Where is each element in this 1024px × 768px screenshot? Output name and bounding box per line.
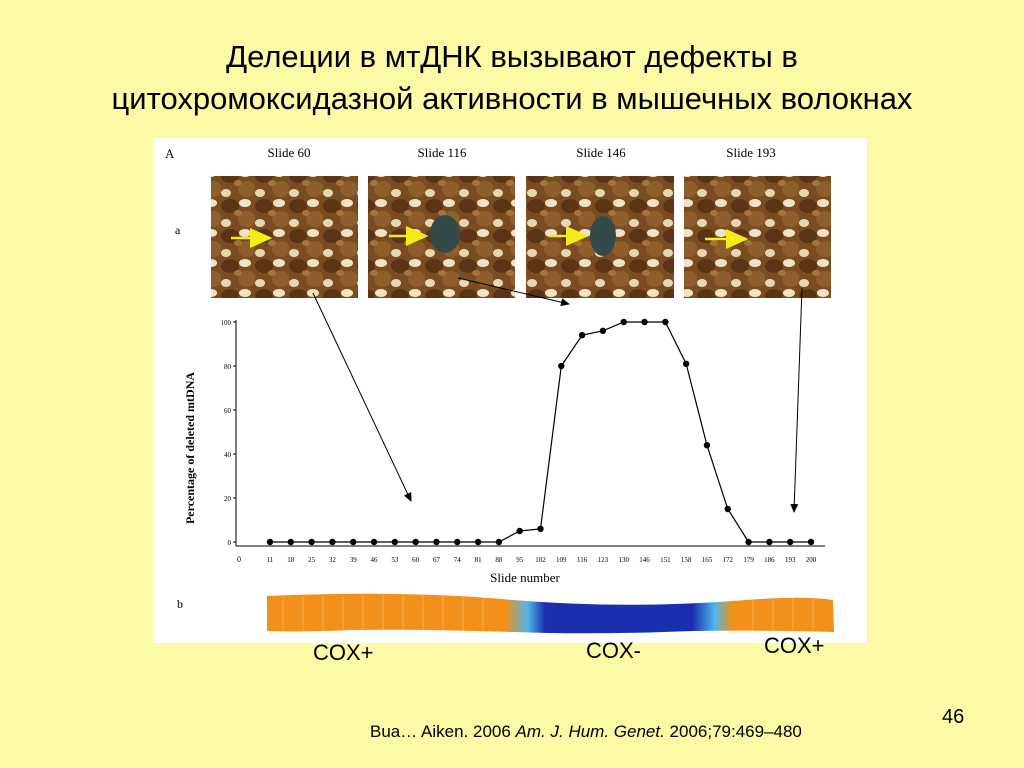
citation-details: 2006;79:469–480: [664, 722, 802, 741]
data-point: [682, 360, 690, 367]
muscle-fiber: [267, 593, 834, 634]
x-tick-label: 81: [475, 556, 483, 564]
x-ticks: 11 18 25 32 39 46 53 60 67 74 81 88 95 102 109 116 123 13…: [267, 556, 817, 564]
y-tick-label: 60: [224, 407, 232, 415]
data-point: [703, 442, 711, 449]
title-line-2: цитохромоксидазной активности в мышечных…: [111, 81, 913, 116]
data-point: [620, 318, 627, 326]
y-tick-label: 0: [228, 539, 232, 547]
data-point: [578, 332, 586, 339]
arrow-slide-60: [312, 292, 412, 502]
data-point: [474, 538, 482, 546]
data-point: [287, 538, 295, 546]
x-tick-label: 116: [577, 556, 588, 564]
arrow-slide-116: [457, 277, 570, 307]
x-tick-label: 67: [433, 556, 441, 564]
micrograph-label-116: Slide 116: [418, 145, 467, 160]
y-tick-label: 80: [224, 363, 232, 371]
x-tick-label: 146: [639, 556, 650, 564]
data-point: [766, 538, 773, 546]
x-tick-label: 109: [556, 556, 567, 564]
data-point: [495, 538, 503, 546]
data-point: [350, 538, 357, 546]
data-point: [266, 538, 274, 546]
page-number: 46: [942, 706, 965, 728]
data-point: [786, 538, 794, 546]
x-tick-label: 74: [454, 556, 462, 564]
slide-title: Делеции в мтДНК вызывают дефекты в цитох…: [0, 36, 1024, 120]
x-tick-label: 123: [598, 556, 609, 564]
x-tick-label: 53: [391, 556, 399, 564]
connector-arrows: [312, 277, 803, 513]
x-tick-label: 39: [350, 556, 358, 564]
y-tick-label: 40: [224, 451, 232, 459]
x-tick-label: 25: [308, 556, 316, 564]
data-points: [266, 318, 815, 546]
micrograph-slide-146: [526, 176, 674, 298]
cox-negative-label: COX-: [586, 638, 641, 663]
data-point: [370, 538, 378, 546]
panel-A-label: A: [165, 146, 175, 161]
panel-b-label: b: [177, 597, 183, 611]
micrograph-label-193: Slide 193: [726, 145, 775, 160]
data-point: [433, 538, 440, 546]
x-tick-label: 95: [516, 556, 524, 564]
x-tick-label: 172: [723, 556, 734, 564]
figure-canvas: A a b Slide 60 Slide 116 Slide 146 Slide…: [165, 145, 834, 634]
citation-journal: Am. J. Hum. Genet.: [515, 722, 665, 741]
x-tick-label: 151: [660, 556, 671, 564]
x-tick-label: 186: [764, 556, 775, 564]
data-point: [724, 505, 731, 513]
y-axis-title: Percentage of deleted mtDNA: [183, 372, 197, 524]
y-tick-label: 100: [221, 319, 232, 327]
research-figure: A a b Slide 60 Slide 116 Slide 146 Slide…: [153, 138, 867, 643]
panel-a-label: a: [175, 223, 181, 237]
data-point: [807, 538, 815, 546]
x-tick-label: 200: [806, 556, 817, 564]
citation: Bua… Aiken. 2006 Am. J. Hum. Genet. 2006…: [370, 722, 802, 742]
micrograph-slide-116: [368, 176, 515, 298]
data-point: [391, 538, 399, 546]
data-point: [662, 318, 669, 326]
data-point: [516, 527, 523, 535]
x-tick-label: 60: [412, 556, 420, 564]
x-tick-label: 88: [495, 556, 503, 564]
data-point: [454, 538, 461, 546]
x-tick-label: 32: [329, 556, 337, 564]
x-tick-label: 158: [681, 556, 692, 564]
data-point: [308, 538, 315, 546]
y-ticks: 0 20 40 60 80 100: [221, 319, 236, 547]
data-point: [412, 538, 419, 546]
x-tick-label: 102: [535, 556, 546, 564]
arrow-slide-193: [790, 287, 803, 513]
title-line-1: Делеции в мтДНК вызывают дефекты в: [226, 39, 798, 74]
data-point: [641, 318, 648, 326]
data-point: [599, 327, 607, 334]
data-point: [537, 525, 544, 532]
x-tick-label: 193: [785, 556, 796, 564]
x-tick-label: 165: [702, 556, 713, 564]
micrograph-label-146: Slide 146: [576, 145, 626, 160]
cox-positive-left-label: COX+: [313, 640, 374, 665]
data-point: [329, 538, 336, 546]
data-point: [558, 362, 565, 370]
micrograph-slide-193: [684, 176, 831, 298]
x-tick-label: 179: [743, 556, 754, 564]
micrograph-label-60: Slide 60: [268, 145, 311, 160]
cox-positive-right-label: COX+: [764, 633, 825, 658]
x-tick-label: 18: [287, 556, 295, 564]
x-tick-label: 11: [267, 556, 274, 564]
x-origin-label: 0: [237, 555, 241, 564]
data-point: [745, 538, 752, 546]
micrograph-slide-60: [211, 176, 358, 298]
deletion-chart: Percentage of deleted mtDNA Slide number…: [183, 318, 825, 585]
x-axis-title: Slide number: [490, 570, 560, 585]
x-tick-label: 46: [371, 556, 379, 564]
citation-authors: Bua… Aiken. 2006: [370, 722, 516, 741]
y-tick-label: 20: [224, 495, 232, 503]
x-tick-label: 130: [618, 556, 629, 564]
